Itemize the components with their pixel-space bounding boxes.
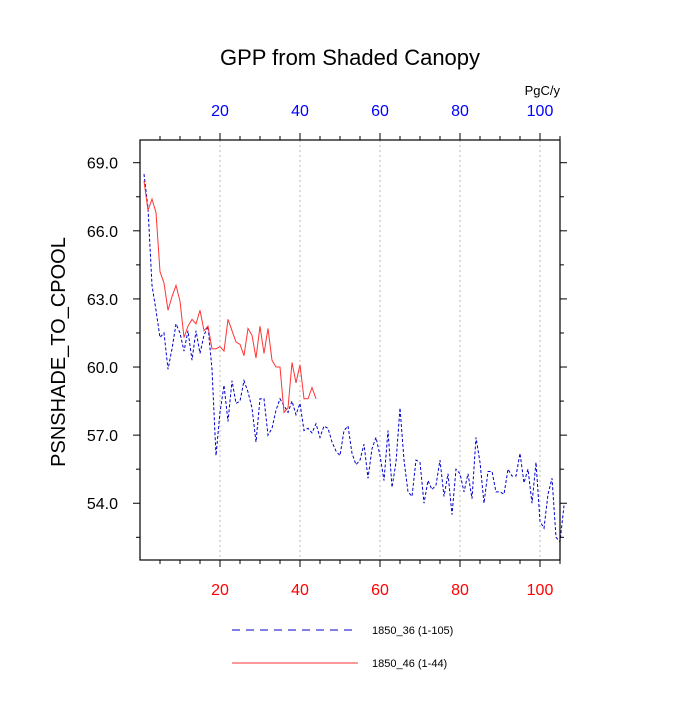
x-tick-label-bottom-20: 20 (211, 582, 229, 599)
y-tick-label-3: 63.0 (87, 292, 118, 309)
y-tick-label-2: 60.0 (87, 360, 118, 377)
x-tick-label-top-20: 20 (211, 103, 229, 120)
series-layer (143, 173, 565, 544)
axis-ticks (133, 133, 567, 567)
legend: 1850_36 (1-105) 1850_46 (1-44) (232, 625, 453, 670)
x-tick-label-top-80: 80 (451, 103, 469, 120)
plot-frame (139, 139, 561, 561)
x-tick-label-bottom-100: 100 (527, 582, 554, 599)
legend-label-1: 1850_46 (1-44) (372, 658, 447, 670)
tick-labels: 20 20 40 40 60 60 80 80 100 100 54.0 57.0 60.0 63.0 66… (87, 103, 554, 599)
x-tick-label-top-60: 60 (371, 103, 389, 120)
units-label: PgC/y (525, 83, 561, 98)
x-tick-label-bottom-80: 80 (451, 582, 469, 599)
x-tick-label-top-100: 100 (527, 103, 554, 120)
series-line-0 (143, 173, 565, 544)
chart-title: GPP from Shaded Canopy (220, 45, 480, 70)
y-axis-label: PSNSHADE_TO_CPOOL (48, 237, 70, 467)
y-tick-label-0: 54.0 (87, 496, 118, 513)
gridlines (219, 140, 541, 560)
x-tick-label-bottom-40: 40 (291, 582, 309, 599)
x-tick-label-bottom-60: 60 (371, 582, 389, 599)
y-tick-label-4: 66.0 (87, 224, 118, 241)
series-line-1 (143, 180, 317, 414)
legend-label-0: 1850_36 (1-105) (372, 625, 453, 637)
y-tick-label-5: 69.0 (87, 156, 118, 173)
y-tick-label-1: 57.0 (87, 428, 118, 445)
x-tick-label-top-40: 40 (291, 103, 309, 120)
